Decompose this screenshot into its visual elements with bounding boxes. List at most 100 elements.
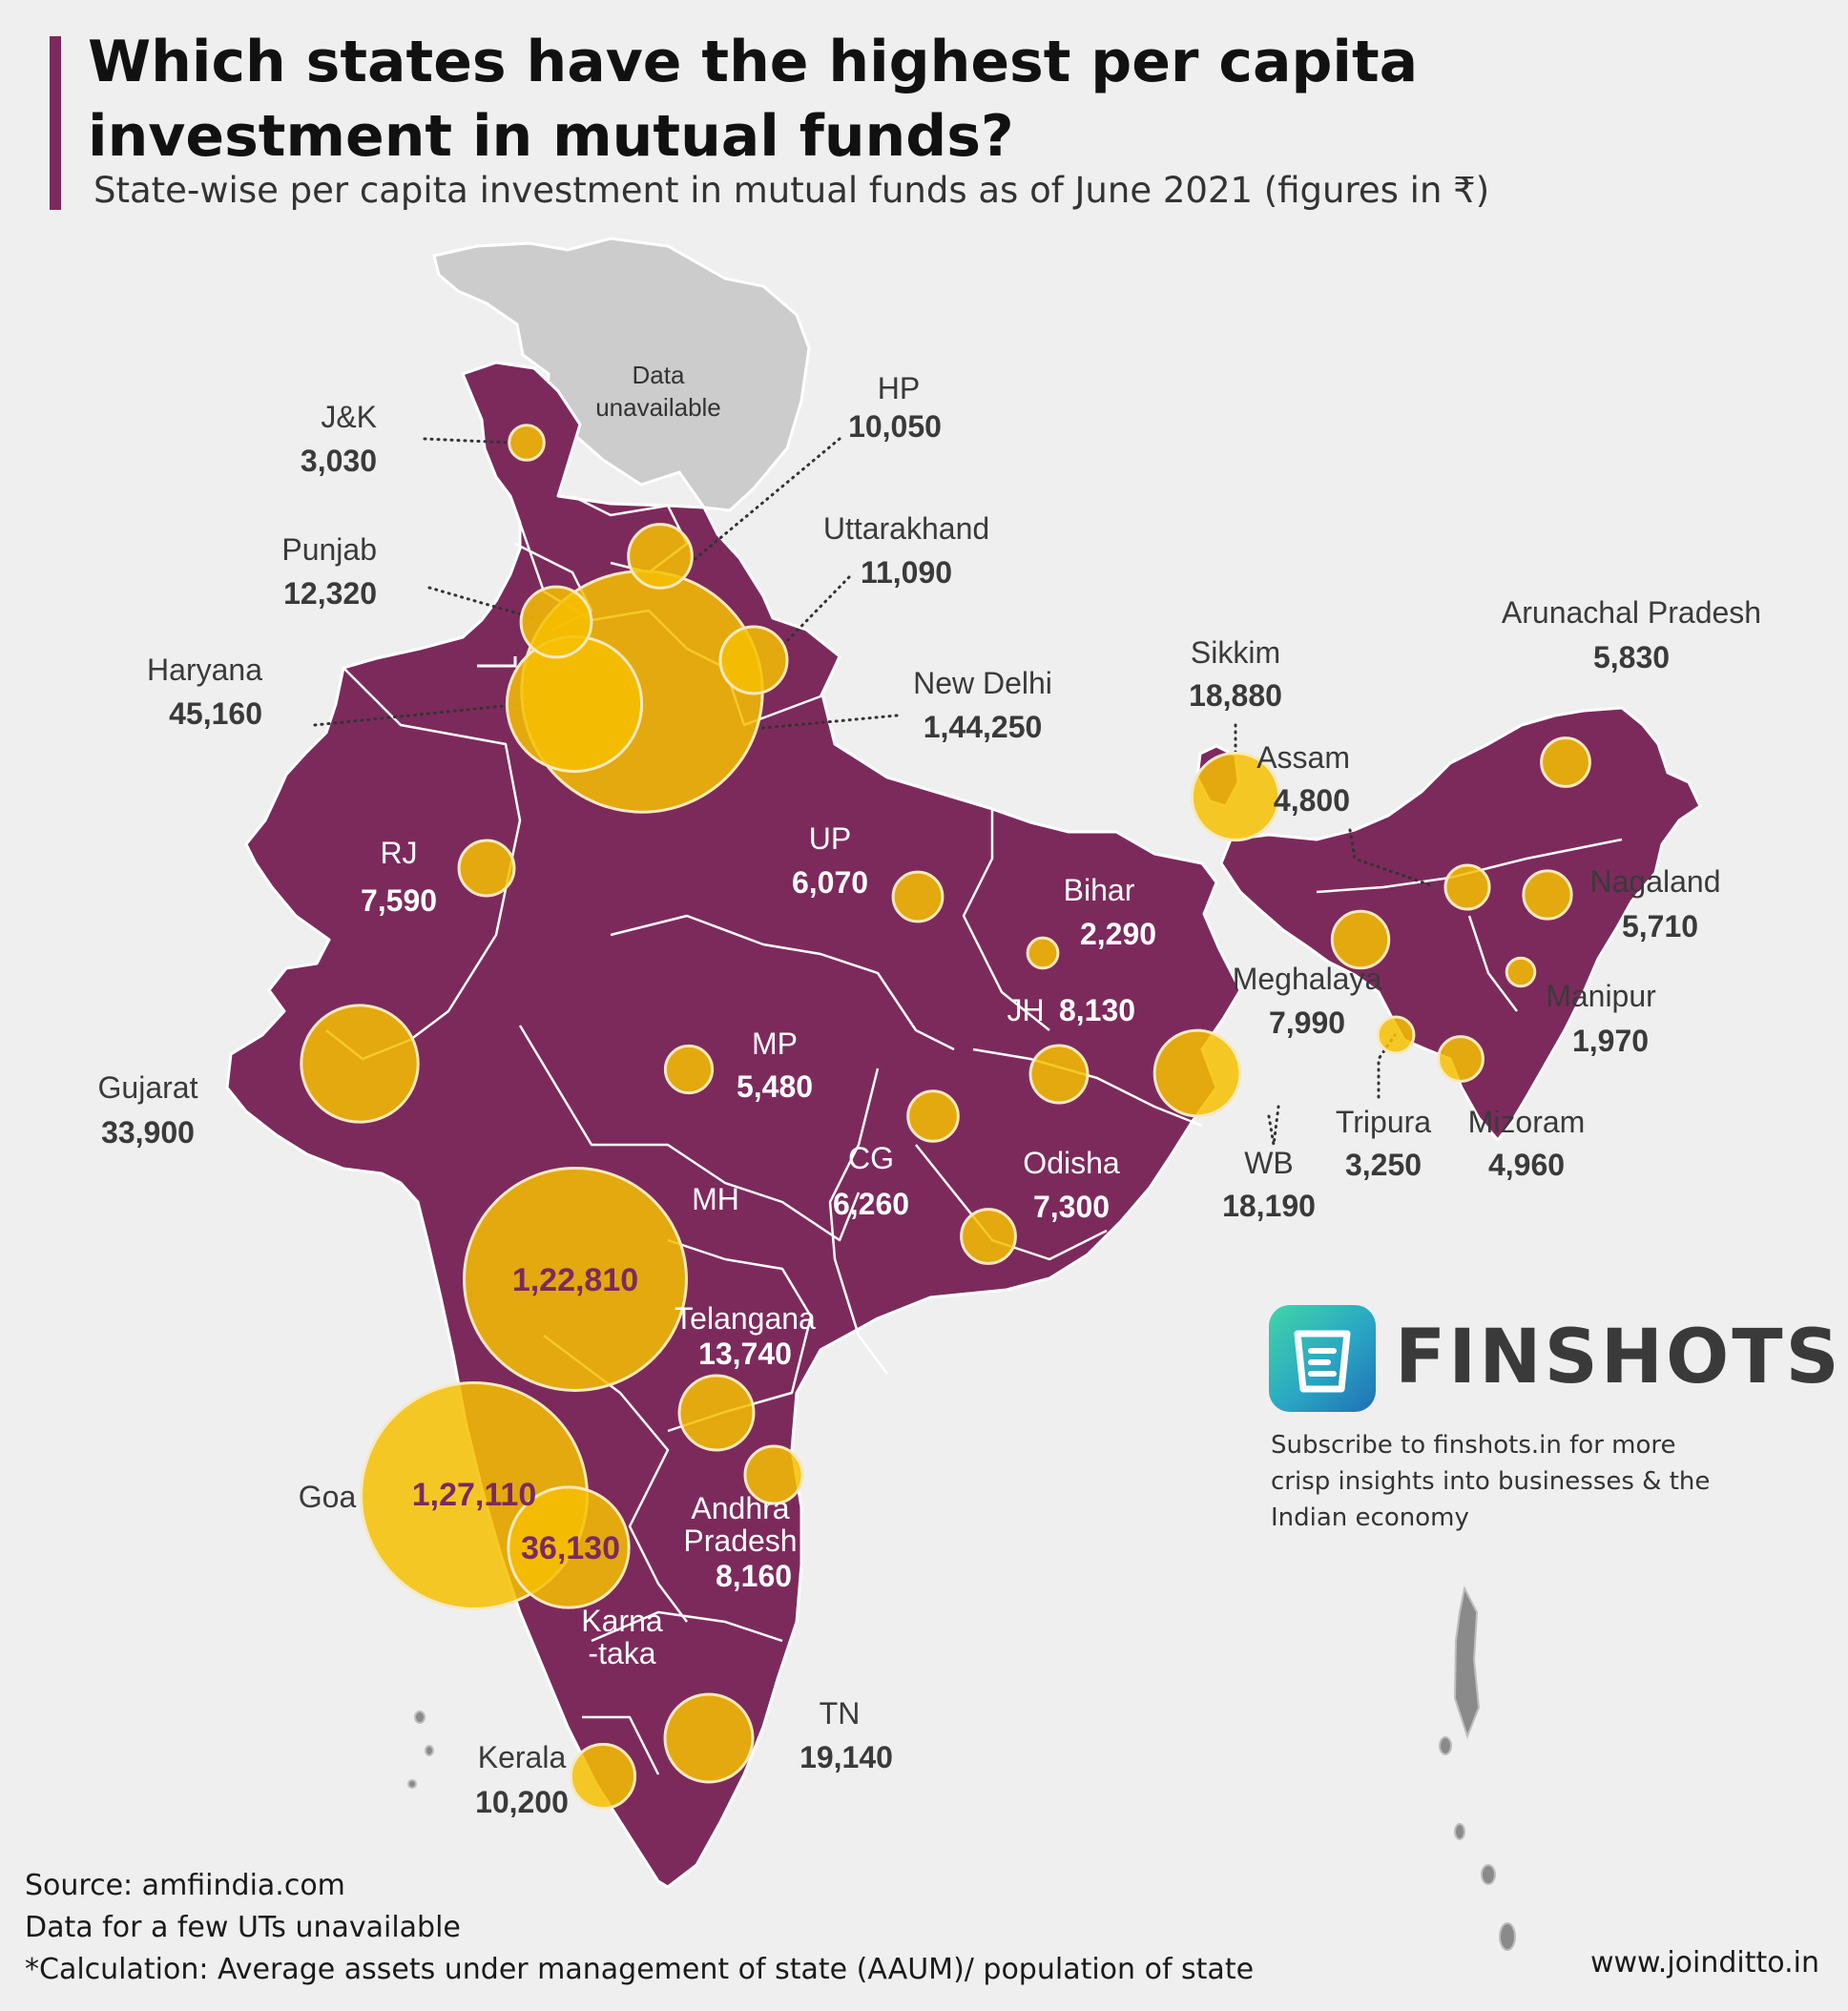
label-value-mp: 5,480	[737, 1069, 813, 1104]
andaman-islands	[1453, 1586, 1481, 1739]
label-value-up: 6,070	[792, 865, 868, 900]
bubble-andhra-pradesh	[743, 1444, 804, 1505]
leader-assam	[1348, 828, 1433, 887]
label-value-meghalaya: 7,990	[1269, 1006, 1345, 1040]
leader-haryana	[313, 702, 525, 727]
island-3	[1481, 1864, 1496, 1885]
island-4	[1499, 1922, 1516, 1951]
bubble-mh	[463, 1167, 688, 1392]
label-name-goa: Goa	[299, 1480, 357, 1514]
label-value-tn: 19,140	[799, 1740, 893, 1774]
label-value-punjab: 12,320	[283, 576, 377, 611]
calculation-note: *Calculation: Average assets under manag…	[25, 1953, 1255, 1986]
island-2	[1454, 1823, 1465, 1840]
border-up-bihar	[962, 809, 1050, 1031]
leader-new-delhi	[742, 714, 899, 732]
labels-layer: J&K 3,030 HP 10,050 Punjab 12,320 Uttarakhand 1…	[98, 371, 1762, 1819]
label-value-mh: 1,22,810	[512, 1262, 638, 1298]
label-name-mp: MP	[752, 1026, 798, 1061]
label-name-telangana: Telangana	[675, 1301, 816, 1336]
label-name-wb: WB	[1244, 1146, 1294, 1180]
label-name-arunachal-pradesh: Arunachal Pradesh	[1502, 595, 1761, 630]
bubble-karnataka	[507, 1485, 631, 1609]
label-name-meghalaya: Meghalaya	[1233, 962, 1382, 996]
label-value-arunachal-pradesh: 5,830	[1593, 640, 1670, 674]
bubble-assam	[1443, 863, 1491, 911]
label-value-sikkim: 18,880	[1189, 678, 1282, 713]
bubble-hp	[627, 523, 694, 590]
label-value-assam: 4,800	[1274, 783, 1350, 818]
label-name-kerala: Kerala	[478, 1740, 567, 1774]
label-name-odisha: Odisha	[1023, 1146, 1120, 1180]
bubble-bihar	[1026, 936, 1060, 970]
bubble-rj	[457, 839, 516, 898]
border-ne-2	[1467, 915, 1518, 1012]
label-value-hp: 10,050	[848, 409, 942, 444]
finshots-logo-icon	[1269, 1305, 1376, 1412]
bubble-tn	[663, 1692, 755, 1784]
label-name-mizoram: Mizoram	[1468, 1105, 1586, 1139]
label-value-andhra-pradesh: 8,160	[716, 1559, 792, 1593]
label-name-tripura: Tripura	[1336, 1105, 1431, 1139]
label-name-new-delhi: New Delhi	[913, 666, 1052, 700]
bubble-telangana	[677, 1374, 756, 1452]
label-name-assam: Assam	[1256, 740, 1350, 775]
label-name-gujarat: Gujarat	[98, 1070, 198, 1105]
bubble-punjab	[519, 585, 593, 659]
page-subtitle: State-wise per capita investment in mutu…	[93, 170, 1490, 211]
bubble-meghalaya	[1330, 909, 1391, 970]
label-value-wb: 18,190	[1222, 1189, 1316, 1223]
label-value-manipur: 1,970	[1572, 1024, 1649, 1058]
label-name-bihar: Bihar	[1064, 873, 1135, 907]
label-value-goa: 1,27,110	[412, 1477, 536, 1513]
credit-link[interactable]: www.joinditto.in	[1589, 1946, 1819, 1980]
label-value-kerala: 10,200	[475, 1785, 569, 1819]
label-value-uttarakhand: 11,090	[861, 555, 952, 590]
bubble-mp	[663, 1044, 715, 1095]
bubble-uttarakhand	[718, 625, 789, 695]
bubble-kerala	[569, 1742, 637, 1811]
label-value-new-delhi: 1,44,250	[924, 710, 1043, 744]
label-name-j-k: J&K	[321, 400, 377, 434]
bubble-gujarat	[300, 1004, 420, 1124]
footer-notes: Source: amfiindia.com Data for a few UTs…	[25, 1865, 1254, 1991]
leader-lines	[313, 437, 1433, 1146]
india-northeast	[1219, 706, 1702, 1142]
label-name-haryana: Haryana	[147, 653, 262, 687]
unavailable-region	[432, 237, 811, 512]
border-cg	[828, 1068, 888, 1375]
label-name-tn: TN	[820, 1696, 861, 1731]
label-value-odisha: 7,300	[1033, 1190, 1110, 1224]
label-name-nagaland: Nagaland	[1590, 864, 1721, 899]
brand-name: FINSHOTS	[1395, 1315, 1842, 1400]
bubble-mizoram	[1437, 1035, 1485, 1083]
label-value-gujarat: 33,900	[101, 1115, 195, 1150]
label-name-uttarakhand: Uttarakhand	[823, 511, 989, 546]
label-name-andhra-pradesh-1: Andhra	[691, 1491, 789, 1525]
label-name-hp: HP	[878, 371, 920, 405]
unavailable-label-line-1: Data	[633, 361, 685, 389]
label-name-punjab: Punjab	[281, 532, 377, 567]
border-up-mp	[610, 914, 955, 1051]
label-value-tripura: 3,250	[1345, 1148, 1422, 1182]
bubble-odisha	[960, 1208, 1017, 1265]
leader-hp	[685, 437, 841, 568]
leader-j-k	[423, 437, 513, 445]
label-value-nagaland: 5,710	[1622, 909, 1698, 943]
island-5	[414, 1710, 426, 1724]
island-1	[1439, 1736, 1452, 1755]
page-title: Which states have the highest per capita…	[88, 29, 1419, 170]
island-7	[407, 1779, 417, 1789]
bubble-arunachal-pradesh	[1540, 736, 1591, 788]
unavailable-label-line-2: unavailable	[595, 393, 721, 422]
islands	[407, 1586, 1516, 1951]
island-6	[425, 1745, 434, 1756]
label-value-j-k: 3,030	[301, 444, 377, 478]
bubble-tripura	[1376, 1015, 1416, 1055]
bubble-jh	[1028, 1044, 1090, 1105]
label-name-jh: JH	[1007, 993, 1044, 1027]
bubble-wb	[1152, 1028, 1242, 1118]
bubble-haryana	[505, 634, 644, 774]
label-name-up: UP	[809, 821, 851, 856]
